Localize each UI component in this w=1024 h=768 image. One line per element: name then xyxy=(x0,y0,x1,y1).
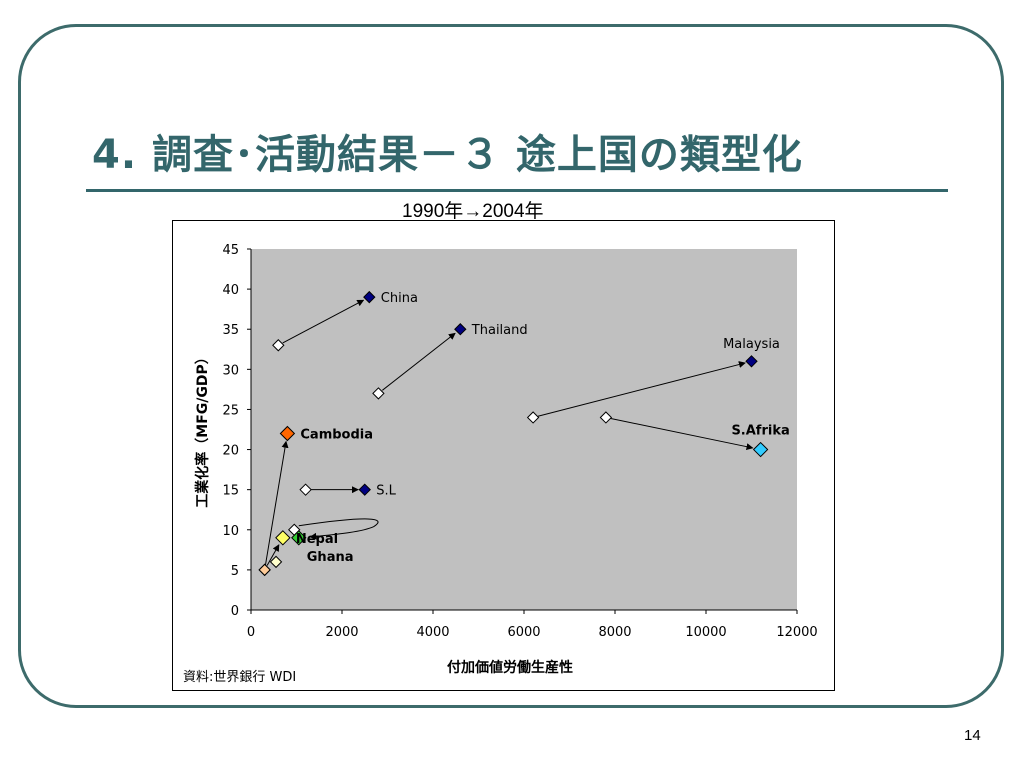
label-nepal: Nepal xyxy=(296,532,338,547)
y-tick-label: 25 xyxy=(222,403,239,418)
y-tick-label: 45 xyxy=(222,243,239,258)
point-cambodia-2004 xyxy=(279,425,296,442)
scatter-chart: 0 5 10 15 20 25 30 35 40 45 0 2000 4000 6000 8000 10000… xyxy=(194,243,818,676)
arrow-s.afrika xyxy=(610,417,754,451)
point-s.afrika-2004 xyxy=(752,441,769,458)
arrow-thailand xyxy=(382,332,456,391)
label-thailand: Thailand xyxy=(471,323,528,338)
source-note: 資料:世界銀行 WDI xyxy=(183,670,297,685)
point-nepal-1990 xyxy=(258,563,271,577)
point-extra xyxy=(269,555,283,569)
label-china: China xyxy=(381,291,418,306)
label-malaysia: Malaysia xyxy=(723,337,780,352)
slide-title: 4. 調査･活動結果－３ 途上国の類型化 xyxy=(92,132,803,178)
point-s.l-1990 xyxy=(299,483,312,496)
x-axis-label: 付加価値労働生産性 xyxy=(447,659,573,676)
point-thailand-2004 xyxy=(454,323,467,336)
point-china-1990 xyxy=(272,339,285,352)
point-s.afrika-1990 xyxy=(599,411,613,424)
point-s.l-2004 xyxy=(358,483,371,496)
arrow-malaysia xyxy=(537,361,746,417)
y-tick-label: 40 xyxy=(222,283,239,298)
label-s.l: S.L xyxy=(376,484,396,499)
arrow-ghana xyxy=(298,518,379,540)
label-s.afrika: S.Afrika xyxy=(731,424,789,439)
title-rule xyxy=(86,189,948,192)
x-tick-label: 2000 xyxy=(325,625,358,640)
page-number: 14 xyxy=(964,727,981,744)
point-malaysia-2004 xyxy=(745,355,758,368)
x-tick-label: 8000 xyxy=(598,625,631,640)
y-tick-label: 0 xyxy=(231,604,239,619)
chart-subtitle: 1990年→2004年 xyxy=(402,201,544,222)
arrow-china xyxy=(282,299,365,344)
y-axis-label: 工業化率（MFG/GDP） xyxy=(194,350,211,507)
x-tick-label: 0 xyxy=(247,625,255,640)
point-thailand-1990 xyxy=(372,387,385,400)
y-tick-label: 35 xyxy=(222,323,239,338)
y-tick-label: 30 xyxy=(222,363,239,378)
x-tick-label: 4000 xyxy=(416,625,449,640)
point-ghana-2004 xyxy=(291,530,307,546)
x-tick-label: 6000 xyxy=(507,625,540,640)
y-tick-label: 15 xyxy=(222,484,239,499)
plot-area xyxy=(251,249,797,610)
x-tick-label: 12000 xyxy=(776,625,817,640)
arrow-cambodia xyxy=(264,440,289,566)
slide-frame xyxy=(18,24,1004,708)
y-tick-label: 5 xyxy=(231,564,239,579)
x-tick-label: 10000 xyxy=(685,625,726,640)
y-tick-label: 20 xyxy=(222,444,239,459)
arrow-nepal xyxy=(266,544,280,566)
chart-container: 0 5 10 15 20 25 30 35 40 45 0 2000 4000 6000 8000 10000… xyxy=(172,220,835,691)
y-tick-label: 10 xyxy=(222,524,239,539)
label-cambodia: Cambodia xyxy=(300,428,373,443)
point-china-2004 xyxy=(363,290,376,304)
point-malaysia-1990 xyxy=(526,411,540,424)
point-nepal-2004 xyxy=(275,530,291,546)
label-ghana: Ghana xyxy=(307,550,354,565)
